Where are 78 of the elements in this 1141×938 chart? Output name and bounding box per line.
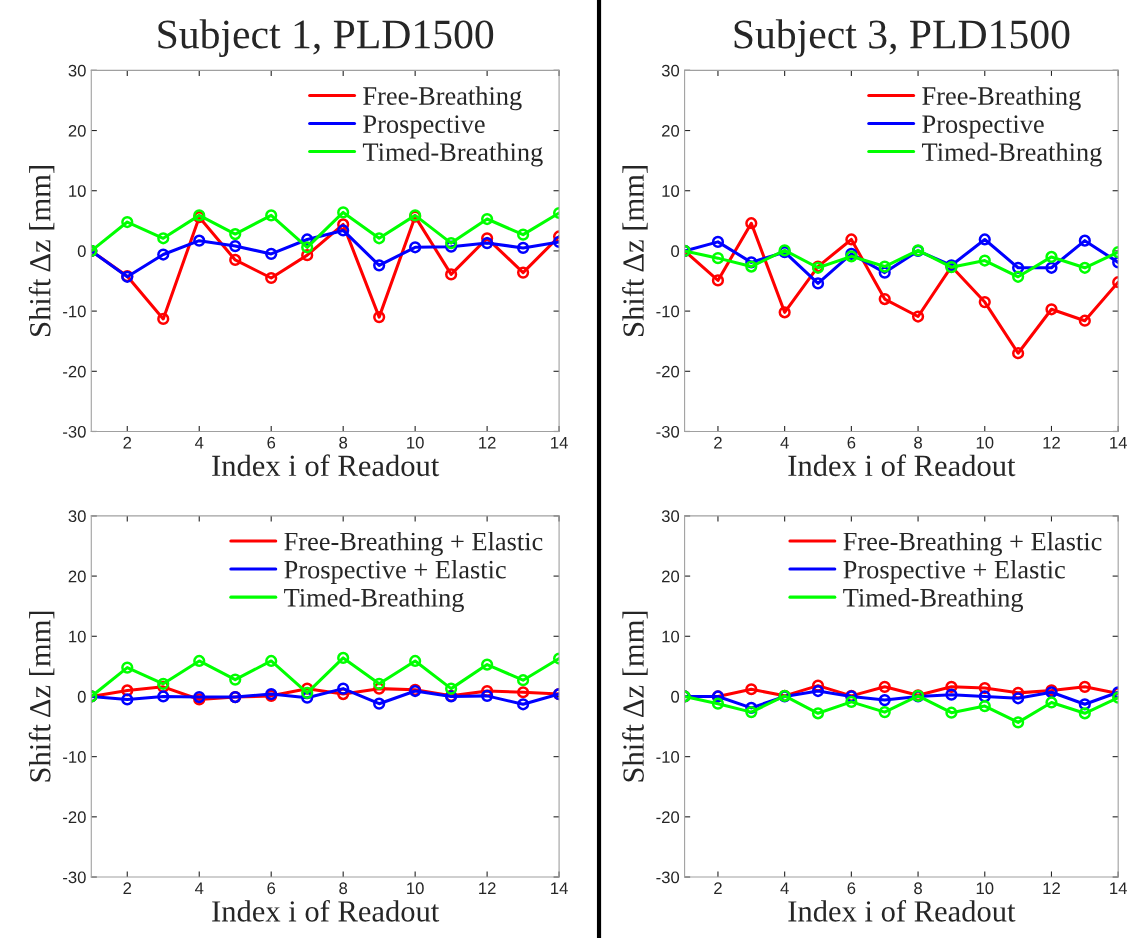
x-tick-label: 2: [714, 882, 722, 894]
y-tick-label: 20: [662, 570, 680, 583]
x-tick-label: 10: [407, 882, 424, 895]
y-tick-label: -10: [63, 751, 86, 763]
x-tick-label: 8: [339, 436, 348, 449]
y-tick-label: 10: [662, 185, 680, 197]
legend-label: Free-Breathing: [922, 86, 1081, 111]
x-tick-label: 14: [1110, 882, 1127, 894]
x-axis-title: Index i of Readout: [788, 899, 1016, 922]
x-tick-label: 12: [1043, 436, 1060, 449]
x-tick-label: 6: [847, 882, 856, 895]
y-tick-label: -30: [63, 425, 86, 438]
x-tick-label: 2: [714, 436, 722, 449]
y-tick-label: -10: [656, 305, 680, 318]
legend-label: Prospective: [922, 115, 1044, 139]
y-tick-label: -20: [656, 365, 680, 378]
x-tick-label: 14: [1110, 436, 1127, 449]
legend-label: Prospective + Elastic: [843, 560, 1065, 584]
y-tick-label: -10: [63, 305, 86, 318]
y-tick-label: -10: [656, 751, 680, 763]
x-tick-label: 10: [976, 882, 994, 895]
y-tick-label: 20: [662, 124, 680, 137]
y-tick-label: 0: [671, 690, 680, 703]
y-axis-title: Shift Δz [mm]: [622, 166, 648, 336]
x-tick-label: 4: [194, 882, 204, 894]
y-tick-label: -20: [63, 365, 86, 378]
chart-title: Subject 3, PLD1500: [734, 19, 1070, 57]
y-tick-label: 0: [77, 245, 86, 258]
x-axis-title: Index i of Readout: [212, 454, 440, 477]
y-tick-label: 10: [69, 630, 86, 643]
x-tick-label: 6: [267, 436, 276, 449]
chart-title: Subject 1, PLD1500: [158, 19, 494, 57]
x-tick-label: 2: [123, 882, 132, 894]
legend-label: Timed-Breathing: [922, 142, 1102, 167]
x-tick-label: 10: [407, 436, 424, 449]
legend-label: Timed-Breathing: [843, 588, 1024, 613]
y-tick-label: -30: [656, 425, 680, 438]
x-tick-label: 8: [914, 436, 922, 449]
legend-label: Free-Breathing: [363, 86, 522, 111]
x-tick-label: 12: [479, 882, 496, 894]
x-tick-label: 6: [847, 436, 856, 449]
y-tick-label: -30: [656, 871, 680, 884]
y-axis-title: Shift Δz [mm]: [28, 611, 55, 782]
y-tick-label: 0: [671, 245, 680, 258]
x-tick-label: 10: [976, 436, 994, 449]
y-tick-label: 30: [68, 64, 86, 77]
y-tick-label: 10: [662, 630, 680, 643]
y-tick-label: 20: [68, 570, 86, 583]
legend-label: Timed-Breathing: [284, 588, 464, 613]
x-tick-label: 12: [479, 436, 496, 449]
x-tick-label: 8: [339, 882, 348, 895]
x-tick-label: 4: [780, 436, 789, 449]
x-tick-label: 12: [1043, 882, 1060, 894]
y-tick-label: 30: [68, 510, 86, 523]
y-tick-label: -20: [63, 811, 86, 824]
y-tick-label: -30: [63, 871, 86, 884]
x-tick-label: 2: [123, 436, 132, 449]
y-tick-label: -20: [656, 811, 680, 824]
y-tick-label: 10: [69, 185, 86, 197]
legend-label: Free-Breathing + Elastic: [284, 531, 543, 556]
y-axis-title: Shift Δz [mm]: [622, 611, 648, 782]
y-axis-title: Shift Δz [mm]: [28, 166, 55, 336]
x-axis-title: Index i of Readout: [212, 899, 440, 922]
legend-label: Free-Breathing + Elastic: [843, 531, 1102, 556]
x-tick-label: 4: [780, 882, 789, 894]
x-tick-label: 4: [194, 436, 204, 449]
y-tick-label: 20: [68, 124, 86, 137]
legend-label: Timed-Breathing: [362, 142, 543, 167]
x-tick-label: 14: [551, 436, 568, 449]
legend-label: Prospective + Elastic: [284, 560, 506, 584]
y-tick-label: 30: [661, 64, 680, 77]
legend-label: Prospective: [363, 115, 485, 139]
x-tick-label: 14: [551, 882, 568, 894]
x-tick-label: 8: [914, 882, 922, 895]
y-tick-label: 30: [661, 510, 680, 523]
y-tick-label: 0: [77, 690, 86, 703]
x-tick-label: 6: [267, 882, 276, 895]
x-axis-title: Index i of Readout: [788, 454, 1016, 477]
